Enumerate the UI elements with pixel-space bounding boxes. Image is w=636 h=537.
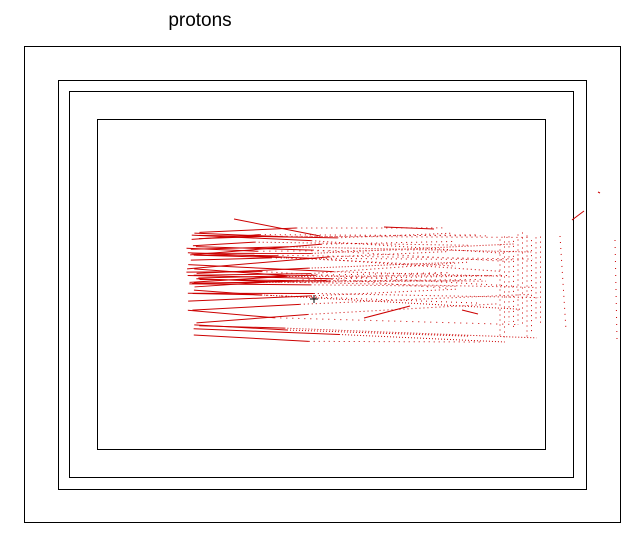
track-dots <box>289 275 450 289</box>
track-dots <box>311 243 516 254</box>
track-dots <box>308 261 454 269</box>
track-segment <box>199 279 330 282</box>
track-segment <box>192 303 300 311</box>
track-segment <box>190 243 322 256</box>
track-dots <box>257 249 443 252</box>
boundary-2 <box>58 80 587 490</box>
track-segment <box>192 241 255 247</box>
track-segment <box>597 191 601 194</box>
track-segment <box>188 295 311 302</box>
proton-tracks <box>186 191 618 343</box>
track-dots <box>286 329 470 337</box>
track-segment <box>187 256 330 270</box>
track-segment <box>194 280 285 288</box>
track-dots <box>321 240 454 245</box>
track-dots <box>314 272 446 276</box>
track-dots <box>332 271 504 277</box>
track-segment <box>189 283 311 286</box>
track-segment <box>193 273 311 276</box>
track-segment <box>187 275 331 280</box>
track-segment <box>193 334 309 342</box>
track-dots <box>308 340 480 343</box>
track-dots <box>271 235 531 238</box>
track-segment <box>199 325 285 329</box>
track-segment <box>383 226 435 230</box>
track-segment <box>187 309 275 319</box>
track-segment <box>559 235 567 331</box>
track-segment <box>190 257 271 261</box>
track-segment <box>614 239 618 341</box>
track-segment <box>363 305 411 319</box>
track-segment <box>198 274 315 279</box>
track-dots <box>287 246 532 253</box>
track-dots <box>284 327 537 339</box>
track-segment <box>193 328 340 335</box>
track-dots <box>325 280 486 282</box>
track-segment <box>461 309 479 315</box>
track-segment <box>189 275 287 283</box>
track-segment <box>190 246 288 250</box>
track-dots <box>313 292 539 299</box>
track-segment <box>233 218 321 237</box>
track-segment <box>188 264 333 273</box>
inner-boundary <box>97 119 546 450</box>
track-segment <box>191 234 312 242</box>
track-dots <box>260 280 465 283</box>
track-dots <box>299 293 532 305</box>
track-segment <box>186 271 262 273</box>
track-dots <box>286 275 493 277</box>
plot-title: protons <box>168 10 232 31</box>
track-dots <box>339 333 505 343</box>
boundary-3 <box>69 91 574 478</box>
outer-boundary <box>24 46 621 523</box>
track-segment <box>195 246 313 251</box>
track-segment <box>196 313 308 324</box>
track-segment <box>187 252 316 260</box>
track-segment <box>193 289 262 296</box>
track-dots <box>315 258 501 272</box>
track-dots <box>329 251 449 258</box>
track-dots <box>261 294 521 310</box>
origin-marker <box>310 295 318 303</box>
track-dots <box>259 234 489 237</box>
track-dots <box>310 284 457 287</box>
track-dots <box>310 288 458 297</box>
track-dots <box>280 281 535 288</box>
track-segment <box>196 267 309 274</box>
track-segment <box>194 268 290 277</box>
track-dots <box>310 261 469 275</box>
track-segment <box>199 227 297 233</box>
track-segment <box>194 232 290 238</box>
track-dots <box>311 240 507 254</box>
track-segment <box>571 210 585 221</box>
track-dots <box>274 317 519 326</box>
track-dots <box>307 303 497 315</box>
track-dots <box>329 278 483 282</box>
